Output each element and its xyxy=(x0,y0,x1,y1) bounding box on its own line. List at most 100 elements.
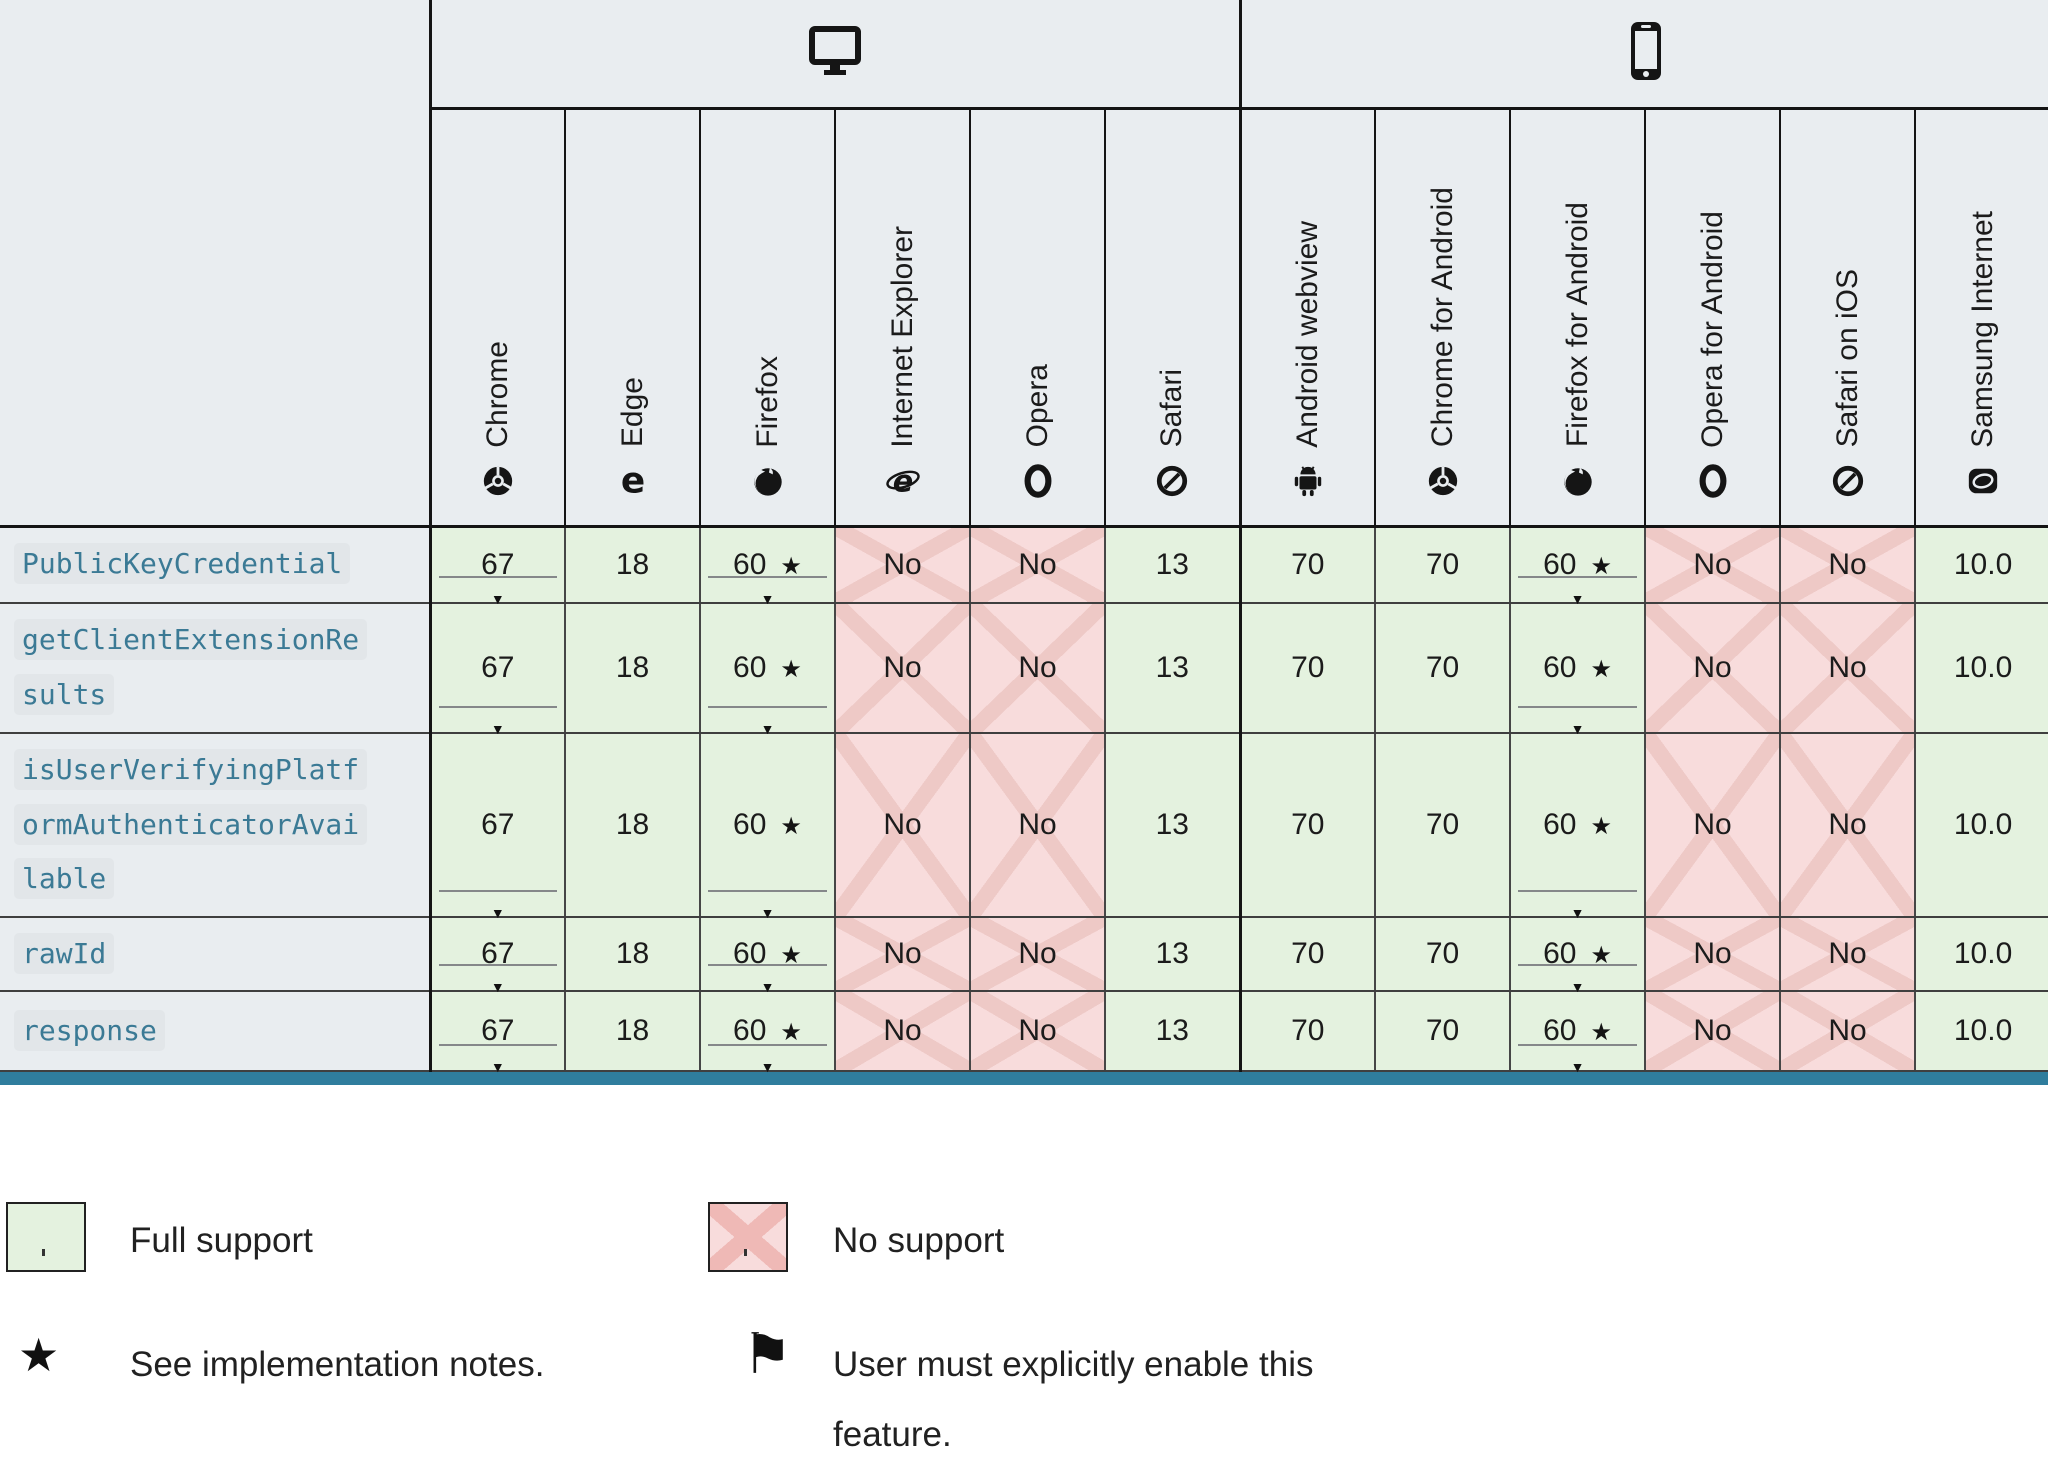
desktop-icon xyxy=(807,25,863,81)
support-cell[interactable]: 60 ★ ▼ xyxy=(699,917,835,995)
support-cell[interactable]: 60 ★ ▼ xyxy=(699,603,835,737)
support-cell[interactable]: 60 ★ ▼ xyxy=(699,526,835,607)
support-value: No xyxy=(1018,937,1057,970)
chrome-icon xyxy=(1426,464,1460,503)
support-cell[interactable]: 60 ★ ▼ xyxy=(1509,733,1646,921)
support-cell: No xyxy=(969,733,1105,918)
safari-icon xyxy=(1831,464,1865,503)
browser-column-header: Internet Explorer e xyxy=(834,108,970,528)
history-expand-strip[interactable]: ▼ xyxy=(1518,576,1638,607)
feature-name-cell: response xyxy=(0,991,430,1072)
support-cell: No xyxy=(969,917,1105,992)
browser-column-header: Opera for Android xyxy=(1644,108,1781,528)
support-cell: 70 xyxy=(1374,733,1511,918)
support-cell: 70 xyxy=(1238,733,1376,918)
chevron-down-icon: ▼ xyxy=(1570,1059,1585,1075)
support-cell[interactable]: 67 ▼ xyxy=(428,526,565,607)
swatch-dot xyxy=(42,1249,45,1256)
support-value: 60 xyxy=(1543,547,1577,581)
support-cell: No xyxy=(969,991,1105,1072)
history-expand-strip[interactable]: ▼ xyxy=(438,1044,557,1075)
feature-name: isUserVerifyingPlatformAuthenticatorAvai… xyxy=(14,749,368,900)
legend-label: User must explicitly enable this feature… xyxy=(833,1345,1314,1454)
firefox-icon xyxy=(751,464,785,503)
browser-name-label: Chrome xyxy=(480,340,514,448)
browser-header-content: Chrome for Android xyxy=(1376,110,1509,525)
support-value: 60 xyxy=(733,651,767,684)
support-value: 10.0 xyxy=(1953,547,2013,581)
internet-explorer-icon: e xyxy=(885,464,921,503)
support-value: No xyxy=(1693,651,1732,684)
support-value: No xyxy=(1828,937,1867,970)
history-expand-strip[interactable]: ▼ xyxy=(708,1044,827,1075)
browser-column-header: Samsung Internet xyxy=(1914,108,2048,528)
browser-name-label: Firefox for Android xyxy=(1560,202,1594,448)
feature-name-cell: isUserVerifyingPlatformAuthenticatorAvai… xyxy=(0,733,430,918)
support-value: 60 xyxy=(733,1014,767,1047)
history-expand-strip[interactable]: ▼ xyxy=(1518,890,1638,921)
support-cell: 70 xyxy=(1374,526,1511,604)
history-expand-strip[interactable]: ▼ xyxy=(708,576,827,607)
feature-name: response xyxy=(14,1009,165,1051)
support-cell: 10.0 xyxy=(1914,526,2048,604)
feature-name: PublicKeyCredential xyxy=(14,543,351,585)
table-horizontal-scrollbar[interactable] xyxy=(0,1072,2048,1085)
history-expand-strip[interactable]: ▼ xyxy=(1518,1044,1638,1075)
support-value: 18 xyxy=(615,651,650,684)
support-cell[interactable]: 60 ★ ▼ xyxy=(699,733,835,921)
support-value: 10.0 xyxy=(1953,937,2013,970)
table-row: response 67 ▼ 18 60 ★ ▼ No No 13 70 70 60 ★ ▼ No No 10.0 xyxy=(0,991,2048,1075)
feature-name-wrap: rawId xyxy=(14,927,374,982)
implementation-notes-star-icon: ★ xyxy=(1590,1019,1612,1046)
support-cell[interactable]: 60 ★ ▼ xyxy=(1509,991,1646,1075)
history-expand-strip[interactable]: ▼ xyxy=(708,964,827,995)
support-cell[interactable]: 67 ▼ xyxy=(428,733,565,921)
support-cell: 70 xyxy=(1374,917,1511,992)
browser-name-label: Opera for Android xyxy=(1695,210,1729,448)
support-cell: 70 xyxy=(1374,603,1511,734)
support-value: No xyxy=(1828,1014,1867,1047)
history-expand-strip[interactable]: ▼ xyxy=(438,576,557,607)
implementation-notes-star-icon: ★ xyxy=(1590,552,1612,580)
support-value: 18 xyxy=(615,1014,650,1047)
history-expand-strip[interactable]: ▼ xyxy=(438,706,557,737)
browser-column-header: Edge e xyxy=(564,108,700,528)
support-cell[interactable]: 60 ★ ▼ xyxy=(1509,917,1646,995)
flag-icon: ⚑ xyxy=(742,1322,793,1385)
feature-name-wrap: getClientExtensionResults xyxy=(14,613,374,722)
support-cell[interactable]: 67 ▼ xyxy=(428,917,565,995)
support-cell[interactable]: 67 ▼ xyxy=(428,603,565,737)
support-cell[interactable]: 60 ★ ▼ xyxy=(1509,603,1646,737)
support-value: No xyxy=(1693,547,1732,581)
support-cell: 70 xyxy=(1238,917,1376,992)
history-expand-strip[interactable]: ▼ xyxy=(1518,964,1638,995)
support-cell[interactable]: 60 ★ ▼ xyxy=(699,991,835,1075)
support-cell: 70 xyxy=(1238,603,1376,734)
history-expand-strip[interactable]: ▼ xyxy=(438,964,557,995)
support-value: No xyxy=(1018,547,1057,581)
support-cell: No xyxy=(1644,733,1781,918)
browser-name-label: Samsung Internet xyxy=(1966,210,2000,448)
browser-compat-table: Chrome Edge e Firefox Internet Explorer e Oper… xyxy=(0,0,2048,1075)
swatch-dot xyxy=(744,1249,747,1256)
implementation-notes-star-icon: ★ xyxy=(780,552,802,580)
browser-column-header: Android webview xyxy=(1238,108,1376,528)
mobile-icon xyxy=(1626,21,1666,86)
support-value: 70 xyxy=(1291,937,1325,970)
support-value: 60 xyxy=(733,808,767,841)
history-expand-strip[interactable]: ▼ xyxy=(438,890,557,921)
browser-column-header: Safari xyxy=(1103,108,1241,528)
support-cell[interactable]: 60 ★ ▼ xyxy=(1509,526,1646,607)
support-cell: 10.0 xyxy=(1914,733,2048,918)
platform-group-mobile xyxy=(1238,0,2048,110)
implementation-notes-star-icon: ★ xyxy=(780,813,802,840)
legend-label: Full support xyxy=(130,1221,313,1260)
history-expand-strip[interactable]: ▼ xyxy=(1518,706,1638,737)
support-cell[interactable]: 67 ▼ xyxy=(428,991,565,1075)
support-value: 67 xyxy=(481,651,515,684)
history-expand-strip[interactable]: ▼ xyxy=(708,706,827,737)
support-cell: 70 xyxy=(1374,991,1511,1072)
platform-group-desktop xyxy=(430,0,1241,110)
history-expand-strip[interactable]: ▼ xyxy=(708,890,827,921)
support-value: 60 xyxy=(1543,808,1577,841)
